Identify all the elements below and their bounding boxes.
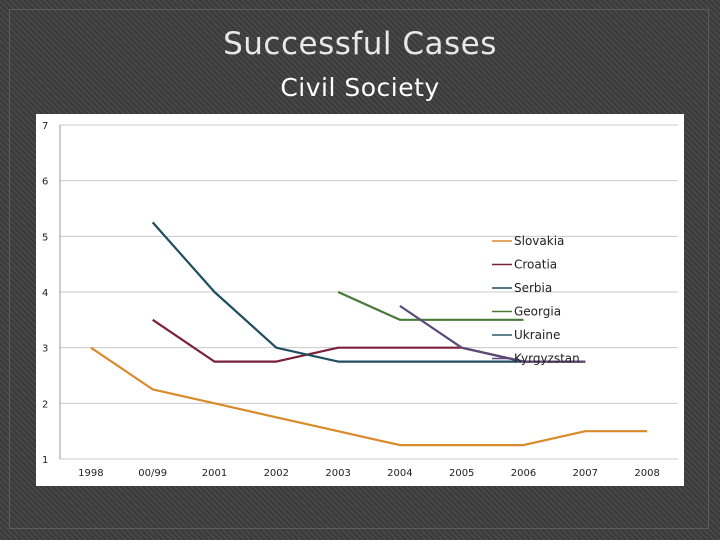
x-tick-label: 2001 [202,468,227,479]
y-tick-label: 7 [42,121,48,132]
y-tick-label: 4 [42,288,48,299]
x-tick-label: 00/99 [138,468,167,479]
legend-label-croatia: Croatia [514,258,557,272]
legend-label-serbia: Serbia [514,281,552,295]
y-tick-label: 1 [42,455,48,466]
chart-area: 1 2 3 4 5 6 7 1998 00/99 2001 2002 2003 2004 2005 2006… [36,114,684,486]
line-chart: 1 2 3 4 5 6 7 1998 00/99 2001 2002 2003 2004 2005 2006… [42,121,678,479]
x-tick-label: 2002 [264,468,289,479]
x-tick-label: 2005 [449,468,474,479]
series-line-georgia [337,290,524,321]
x-tick-label: 2007 [573,468,598,479]
y-tick-label: 6 [42,177,48,188]
y-tick-label: 3 [42,344,48,355]
x-tick-label: 1998 [78,468,103,479]
legend-label-georgia: Georgia [514,305,561,319]
legend-label-slovakia: Slovakia [514,234,564,248]
slide-title: Successful Cases [223,26,497,62]
x-tick-label: 2006 [511,468,536,479]
y-tick-label: 2 [42,399,48,410]
series-line-slovakia [90,346,648,447]
y-tick-label: 5 [42,232,48,243]
slide-frame [9,9,709,529]
legend-label-ukraine: Ukraine [514,328,560,342]
series-line-kyrgyzstan [399,304,586,363]
x-tick-label: 2008 [634,468,659,479]
x-tick-label: 2004 [387,468,412,479]
slide-subtitle: Civil Society [280,73,440,102]
legend-label-kyrgyzstan: Kyrgyzstan [514,352,580,366]
x-tick-label: 2003 [325,468,350,479]
